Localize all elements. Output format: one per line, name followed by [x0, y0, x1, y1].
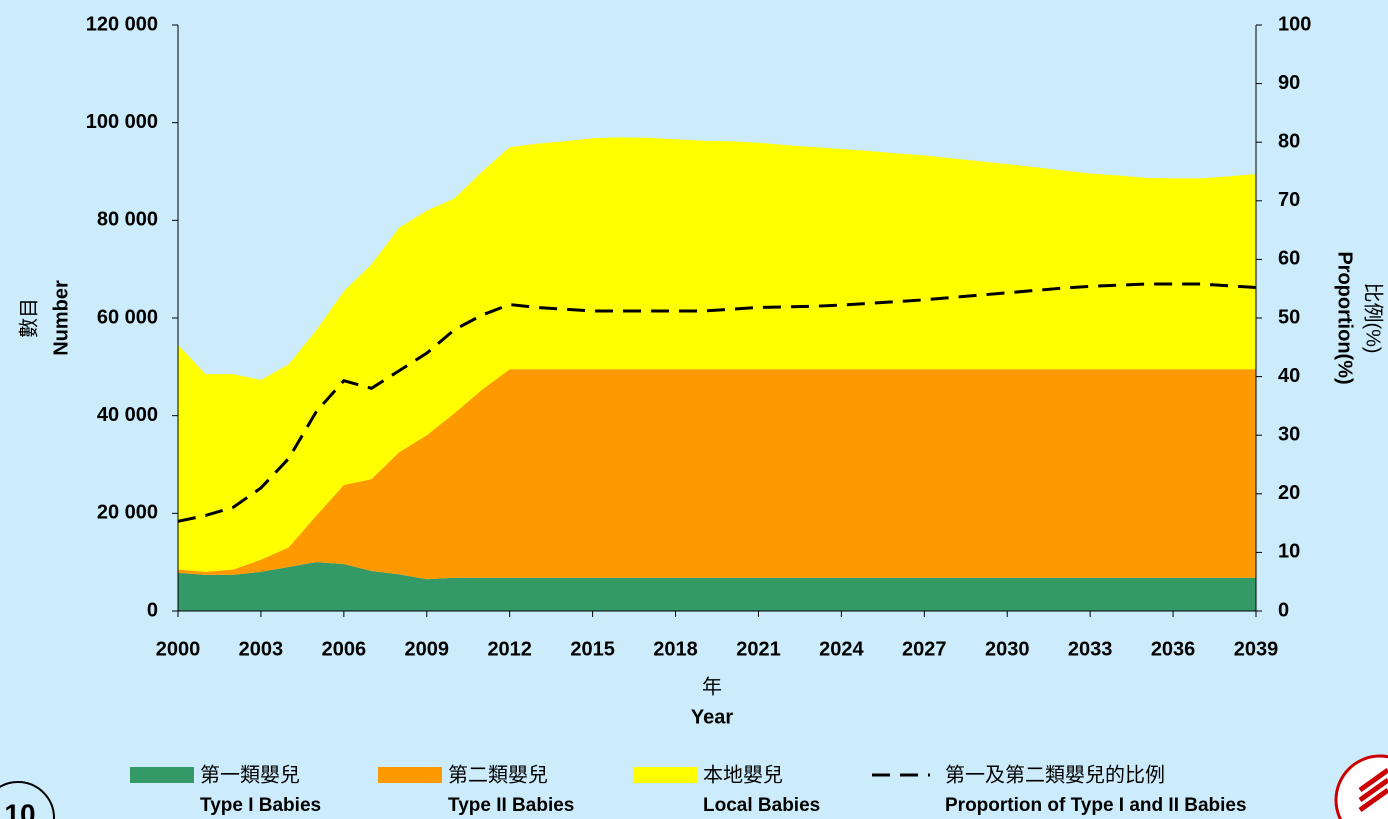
legend-label-en: Type II Babies — [448, 795, 574, 816]
area — [178, 562, 1256, 611]
x-tick-label: 2027 — [902, 638, 947, 660]
x-tick-label: 2030 — [985, 638, 1030, 660]
y-tick-label: 80 000 — [97, 209, 158, 231]
legend-label: 第一類嬰兒 — [200, 763, 300, 786]
x-tick-label: 2021 — [736, 638, 781, 660]
y2-axis-label-en: Proportion(%) — [1334, 251, 1356, 384]
area — [178, 137, 1256, 572]
y2-tick-label: 80 — [1278, 130, 1300, 152]
legend-label-en: Type I Babies — [200, 795, 321, 816]
x-tick-label: 2003 — [239, 638, 284, 660]
y-tick-label: 100 000 — [86, 111, 158, 133]
x-axis-label: 年 — [702, 675, 722, 698]
y-tick-label: 40 000 — [97, 404, 158, 426]
y2-tick-label: 30 — [1278, 423, 1300, 445]
y2-tick-label: 70 — [1278, 189, 1300, 211]
legend-label-en: Local Babies — [703, 795, 820, 816]
legend-label: 第一及第二類嬰兒的比例 — [945, 763, 1165, 786]
legend-label: 第二類嬰兒 — [448, 763, 548, 786]
y2-tick-label: 0 — [1278, 599, 1289, 621]
legend-swatch — [130, 767, 194, 783]
legend-swatch — [378, 767, 442, 783]
y-tick-label: 120 000 — [86, 13, 158, 35]
logo — [1334, 754, 1388, 819]
x-tick-label: 2033 — [1068, 638, 1113, 660]
y2-axis-label: 比例(%) — [1362, 282, 1385, 353]
y2-tick-label: 40 — [1278, 365, 1300, 387]
x-tick-label: 2000 — [156, 638, 201, 660]
y-tick-label: 0 — [147, 599, 158, 621]
y-axis-label: 數目 — [17, 298, 40, 338]
line — [177, 282, 1257, 523]
y2-tick-label: 90 — [1278, 72, 1300, 94]
x-tick-label: 2036 — [1151, 638, 1196, 660]
page-number: 10 — [4, 798, 35, 819]
x-tick-label: 2012 — [487, 638, 532, 660]
x-tick-label: 2006 — [322, 638, 367, 660]
legend-label-en: Proportion of Type I and II Babies — [945, 795, 1247, 816]
legend-swatch — [633, 767, 697, 783]
y-tick-label: 20 000 — [97, 502, 158, 524]
y2-tick-label: 100 — [1278, 13, 1311, 35]
y2-tick-label: 20 — [1278, 482, 1300, 504]
x-tick-label: 2018 — [653, 638, 698, 660]
x-axis-label-en: Year — [691, 706, 733, 728]
y-axis-label-en: Number — [50, 280, 72, 356]
x-tick-label: 2039 — [1234, 638, 1279, 660]
legend-label: 本地嬰兒 — [703, 763, 783, 786]
page-badge — [0, 781, 55, 819]
x-tick-label: 2024 — [819, 638, 864, 660]
y-tick-label: 60 000 — [97, 306, 158, 328]
area — [178, 369, 1256, 580]
x-tick-label: 2009 — [405, 638, 450, 660]
y2-tick-label: 60 — [1278, 248, 1300, 270]
x-tick-label: 2015 — [570, 638, 615, 660]
y2-tick-label: 50 — [1278, 306, 1300, 328]
y2-tick-label: 10 — [1278, 541, 1300, 563]
